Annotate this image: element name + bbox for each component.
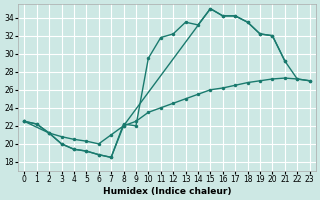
X-axis label: Humidex (Indice chaleur): Humidex (Indice chaleur) <box>103 187 231 196</box>
